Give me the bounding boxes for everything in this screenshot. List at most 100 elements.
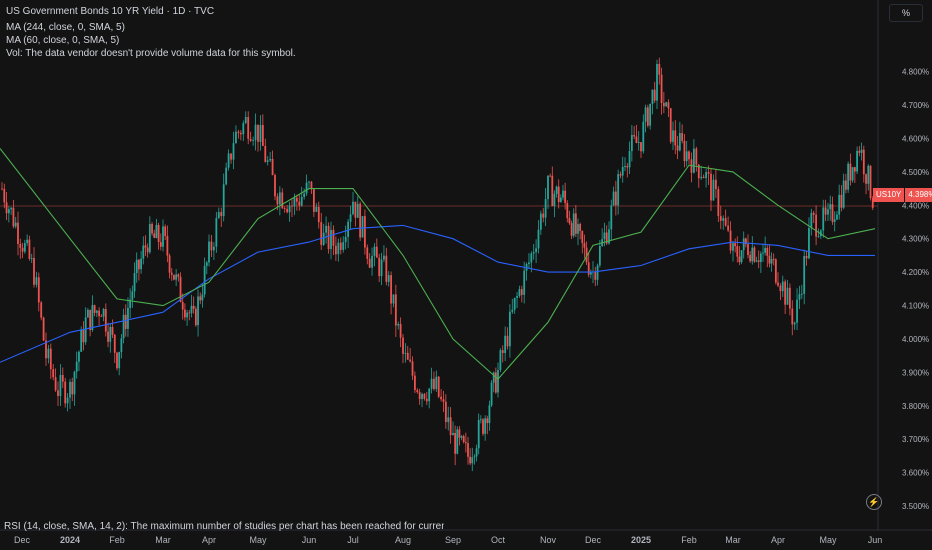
candle-body	[433, 378, 435, 390]
candle-body	[100, 316, 103, 317]
candle-body	[712, 179, 715, 201]
candle-body	[334, 245, 337, 255]
candle-body	[157, 224, 160, 243]
candle-body	[742, 238, 745, 251]
candle-body	[847, 163, 850, 190]
candle-body	[49, 348, 52, 370]
candle-body	[717, 189, 720, 217]
candle-body	[414, 375, 416, 391]
candle-body	[849, 163, 852, 181]
candle-body	[456, 429, 459, 454]
candle-body	[568, 218, 571, 224]
candle-body	[416, 390, 419, 393]
percent-scale-button[interactable]: %	[889, 4, 923, 22]
candle-body	[779, 285, 782, 292]
candle-body	[293, 197, 296, 207]
candle-body	[608, 229, 610, 244]
candle-body	[564, 190, 567, 204]
candle-body	[583, 243, 586, 248]
candle-body	[278, 192, 281, 205]
candle-body	[339, 242, 342, 250]
candle-body	[692, 148, 695, 173]
x-tick-label: Mar	[725, 535, 741, 545]
candle-body	[144, 245, 147, 248]
candle-body	[129, 299, 132, 308]
ma244-legend[interactable]: MA (244, close, 0, SMA, 5)	[6, 22, 125, 33]
candle-body	[762, 252, 764, 254]
candle-body	[300, 196, 303, 206]
candle-body	[3, 188, 6, 203]
candle-body	[490, 382, 493, 406]
candle-body	[838, 194, 841, 215]
candle-body	[494, 372, 497, 393]
candle-body	[736, 246, 739, 257]
candle-body	[506, 335, 509, 347]
y-tick-label: 4.600%	[902, 135, 929, 144]
candle-body	[30, 257, 33, 259]
candle-body	[860, 149, 863, 153]
candle-body	[312, 189, 315, 212]
candle-body	[120, 338, 123, 353]
candle-body	[42, 317, 45, 341]
candle-body	[610, 205, 613, 230]
candle-body	[181, 301, 184, 310]
candle-body	[305, 182, 308, 194]
candle-body	[793, 322, 796, 325]
candle-body	[858, 150, 861, 153]
y-tick-label: 4.500%	[902, 168, 929, 177]
candle-body	[7, 209, 10, 214]
x-tick-label: Mar	[155, 535, 171, 545]
candle-body	[303, 193, 306, 197]
candle-body	[104, 308, 107, 332]
candle-body	[635, 136, 638, 144]
candle-body	[19, 243, 22, 248]
x-tick-label: Jun	[302, 535, 317, 545]
candle-body	[612, 191, 615, 206]
y-tick-label: 4.300%	[902, 235, 929, 244]
ma60-legend[interactable]: MA (60, close, 0, SMA, 5)	[6, 35, 120, 46]
candle-body	[102, 308, 105, 317]
candle-body	[347, 221, 350, 237]
candle-body	[871, 198, 874, 208]
candle-body	[747, 244, 749, 256]
candle-body	[37, 277, 40, 303]
candle-body	[851, 167, 854, 181]
candle-body	[784, 281, 787, 305]
candle-body	[194, 308, 197, 326]
candle-body	[142, 245, 145, 259]
flash-icon[interactable]: ⚡	[866, 494, 882, 510]
candle-body	[111, 327, 114, 335]
x-tick-label: Feb	[109, 535, 125, 545]
candle-body	[205, 262, 208, 266]
candle-body	[651, 89, 654, 104]
candle-body	[753, 247, 756, 262]
candle-body	[532, 252, 535, 254]
candle-body	[829, 204, 832, 210]
x-tick-label: Apr	[771, 535, 785, 545]
candle-body	[614, 191, 617, 206]
candle-body	[665, 102, 668, 107]
candle-body	[89, 309, 92, 331]
candle-body	[320, 222, 323, 245]
candle-body	[261, 125, 264, 146]
candle-body	[570, 223, 573, 236]
candle-body	[770, 258, 773, 264]
candle-body	[815, 214, 817, 237]
chart-title[interactable]: US Government Bonds 10 YR Yield · 1D · T…	[6, 6, 215, 17]
candle-body	[239, 132, 242, 135]
candle-body	[642, 121, 645, 152]
candle-body	[819, 230, 822, 236]
candle-body	[254, 124, 257, 141]
x-tick-label: Jul	[347, 535, 359, 545]
x-tick-label: Sep	[445, 535, 461, 545]
candle-body	[349, 214, 352, 222]
candle-body	[264, 145, 267, 162]
candle-body	[366, 247, 369, 259]
candle-body	[428, 388, 431, 402]
candle-body	[656, 63, 658, 101]
candle-body	[581, 231, 584, 244]
candle-body	[796, 299, 798, 323]
candle-body	[475, 448, 478, 457]
candle-body	[269, 158, 272, 161]
